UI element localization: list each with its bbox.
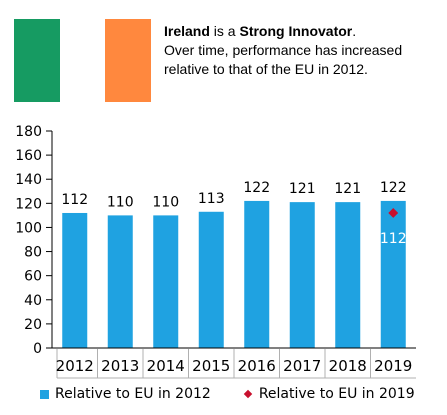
x-tick-label: 2015 bbox=[192, 357, 230, 375]
legend-label-eu2019: Relative to EU in 2019 bbox=[258, 386, 415, 402]
heading-connector: is a bbox=[209, 23, 240, 39]
flag-stripe-orange bbox=[105, 19, 152, 102]
heading-period: . bbox=[352, 23, 357, 39]
chart-legend: Relative to EU in 2012 Relative to EU in… bbox=[40, 386, 415, 402]
y-tick-label: 0 bbox=[33, 341, 42, 357]
flag-stripe-white bbox=[59, 19, 106, 102]
legend-item-eu2019: Relative to EU in 2019 bbox=[243, 386, 415, 402]
x-tick-label: 2018 bbox=[329, 357, 367, 375]
y-tick-label: 80 bbox=[24, 245, 42, 261]
bar bbox=[335, 202, 361, 348]
legend-item-eu2012: Relative to EU in 2012 bbox=[40, 386, 211, 402]
y-tick-label: 40 bbox=[24, 293, 42, 309]
y-tick-label: 180 bbox=[15, 124, 42, 140]
x-tick-label: 2019 bbox=[374, 357, 412, 375]
bar-value-label: 122 bbox=[243, 180, 270, 196]
heading-lead: Ireland is a Strong Innovator. bbox=[164, 22, 444, 41]
bar bbox=[198, 211, 224, 348]
flag-stripe-green bbox=[14, 19, 60, 102]
x-tick-label: 2013 bbox=[101, 357, 139, 375]
bar bbox=[107, 215, 133, 348]
country-name: Ireland bbox=[164, 23, 210, 39]
bar-value-label: 110 bbox=[107, 194, 134, 210]
legend-swatch-diamond bbox=[243, 389, 253, 399]
y-tick-label: 160 bbox=[15, 148, 42, 164]
x-tick-label: 2017 bbox=[283, 357, 321, 375]
marker-value-label: 112 bbox=[380, 231, 407, 247]
x-tick-label: 2016 bbox=[238, 357, 276, 375]
bar-value-label: 121 bbox=[289, 181, 316, 197]
bar bbox=[244, 200, 270, 348]
legend-swatch-bar bbox=[40, 389, 49, 399]
y-tick-label: 20 bbox=[24, 317, 42, 333]
bar bbox=[289, 202, 315, 348]
y-tick-label: 100 bbox=[15, 220, 42, 236]
y-tick-label: 140 bbox=[15, 172, 42, 188]
heading-description: Over time, performance has increased rel… bbox=[164, 42, 403, 77]
bar bbox=[380, 200, 406, 348]
bar-value-label: 110 bbox=[152, 194, 179, 210]
innovator-category: Strong Innovator bbox=[239, 23, 353, 39]
y-tick-label: 120 bbox=[15, 196, 42, 212]
bar-value-label: 112 bbox=[61, 192, 88, 208]
bar-value-label: 122 bbox=[380, 180, 407, 196]
bar bbox=[153, 215, 179, 348]
marker-diamond bbox=[388, 208, 399, 218]
bar-value-label: 113 bbox=[198, 191, 225, 207]
bar bbox=[62, 212, 88, 348]
y-tick-label: 60 bbox=[24, 269, 42, 285]
chart-heading: Ireland is a Strong Innovator. Over time… bbox=[164, 22, 444, 79]
bar-value-label: 121 bbox=[334, 181, 361, 197]
x-tick-label: 2012 bbox=[56, 357, 94, 375]
x-tick-label: 2014 bbox=[147, 357, 185, 375]
legend-label-eu2012: Relative to EU in 2012 bbox=[55, 386, 211, 402]
ireland-flag bbox=[14, 19, 152, 102]
